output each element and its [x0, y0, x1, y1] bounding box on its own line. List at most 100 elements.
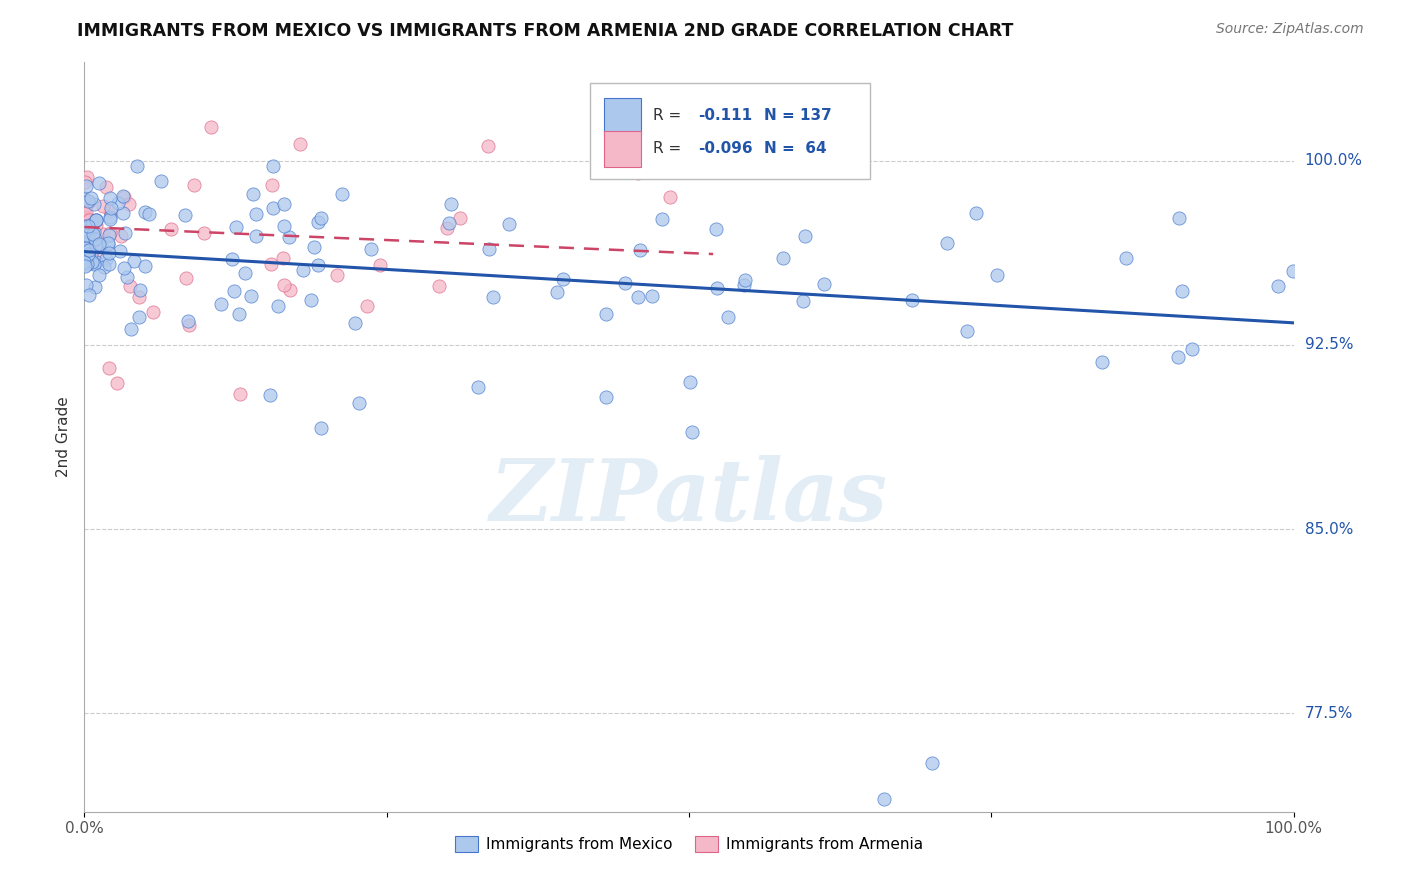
Point: [79, 225, 101, 239]
Point: [1115, 251, 1137, 265]
Point: [79, 214, 101, 228]
Point: [118, 278, 141, 293]
Point: [100, 191, 122, 205]
Point: [1090, 355, 1112, 369]
Point: [427, 279, 450, 293]
Text: -0.111: -0.111: [699, 108, 752, 123]
Point: [97, 237, 120, 252]
Point: [73, 238, 96, 252]
Point: [84, 231, 107, 245]
Point: [112, 190, 135, 204]
Text: N =  64: N = 64: [763, 141, 827, 156]
Point: [89, 268, 111, 282]
Point: [347, 396, 370, 410]
Point: [77, 224, 100, 238]
Point: [76, 170, 98, 185]
Point: [105, 376, 128, 390]
Point: [98, 211, 121, 225]
Point: [309, 420, 332, 434]
Point: [80, 191, 103, 205]
Point: [344, 316, 367, 330]
Point: [477, 138, 499, 153]
Point: [73, 255, 96, 269]
Point: [75, 239, 97, 253]
Point: [118, 197, 141, 211]
Point: [97, 257, 120, 271]
Point: [772, 251, 794, 265]
Point: [80, 252, 103, 267]
Point: [120, 321, 142, 335]
Point: [111, 205, 134, 219]
Point: [193, 227, 215, 241]
Point: [108, 244, 131, 258]
Point: [75, 222, 97, 236]
Point: [73, 192, 96, 206]
Point: [76, 248, 98, 262]
Point: [75, 179, 97, 194]
Text: 100.0%: 100.0%: [1305, 153, 1362, 169]
Point: [94, 180, 117, 194]
Text: -0.096: -0.096: [699, 141, 754, 156]
Point: [467, 379, 489, 393]
Point: [260, 178, 283, 193]
Point: [200, 120, 222, 135]
Point: [114, 226, 136, 240]
Point: [84, 280, 107, 294]
Point: [80, 217, 103, 231]
Point: [228, 386, 250, 401]
Point: [83, 257, 105, 271]
Point: [84, 237, 107, 252]
Point: [142, 305, 165, 319]
Point: [436, 221, 458, 235]
Point: [901, 293, 924, 307]
Point: [89, 176, 111, 190]
Point: [76, 219, 98, 234]
Point: [681, 425, 703, 440]
Point: [658, 189, 681, 203]
Point: [98, 360, 121, 375]
Text: 77.5%: 77.5%: [1305, 706, 1353, 721]
Point: [245, 207, 267, 221]
Point: [97, 235, 120, 250]
Point: [228, 307, 250, 321]
Point: [84, 213, 107, 227]
Point: [77, 287, 100, 301]
Point: [307, 215, 329, 229]
Point: [225, 220, 247, 235]
Point: [360, 243, 382, 257]
Point: [986, 268, 1008, 282]
Point: [82, 227, 104, 241]
Point: [127, 159, 149, 173]
Point: [107, 196, 129, 211]
Point: [76, 252, 98, 267]
Point: [717, 310, 740, 324]
Point: [129, 283, 152, 297]
Point: [75, 219, 97, 234]
Point: [440, 196, 463, 211]
Point: [259, 388, 281, 402]
Point: [368, 258, 391, 272]
Point: [278, 283, 301, 297]
Point: [242, 186, 264, 201]
Point: [704, 221, 727, 235]
Point: [793, 229, 815, 244]
Point: [83, 225, 105, 239]
Point: [110, 229, 132, 244]
Point: [75, 228, 97, 243]
Point: [183, 178, 205, 192]
Text: R =: R =: [652, 141, 686, 156]
Point: [1167, 211, 1189, 226]
Point: [77, 194, 100, 209]
Point: [271, 251, 294, 265]
Text: ZIPatlas: ZIPatlas: [489, 455, 889, 539]
Point: [546, 285, 568, 300]
Point: [80, 244, 103, 259]
Point: [80, 255, 103, 269]
Point: [83, 197, 105, 211]
Point: [235, 266, 257, 280]
Point: [307, 258, 329, 272]
FancyBboxPatch shape: [605, 130, 641, 167]
Point: [641, 288, 664, 302]
Point: [309, 211, 332, 226]
Point: [115, 269, 138, 284]
